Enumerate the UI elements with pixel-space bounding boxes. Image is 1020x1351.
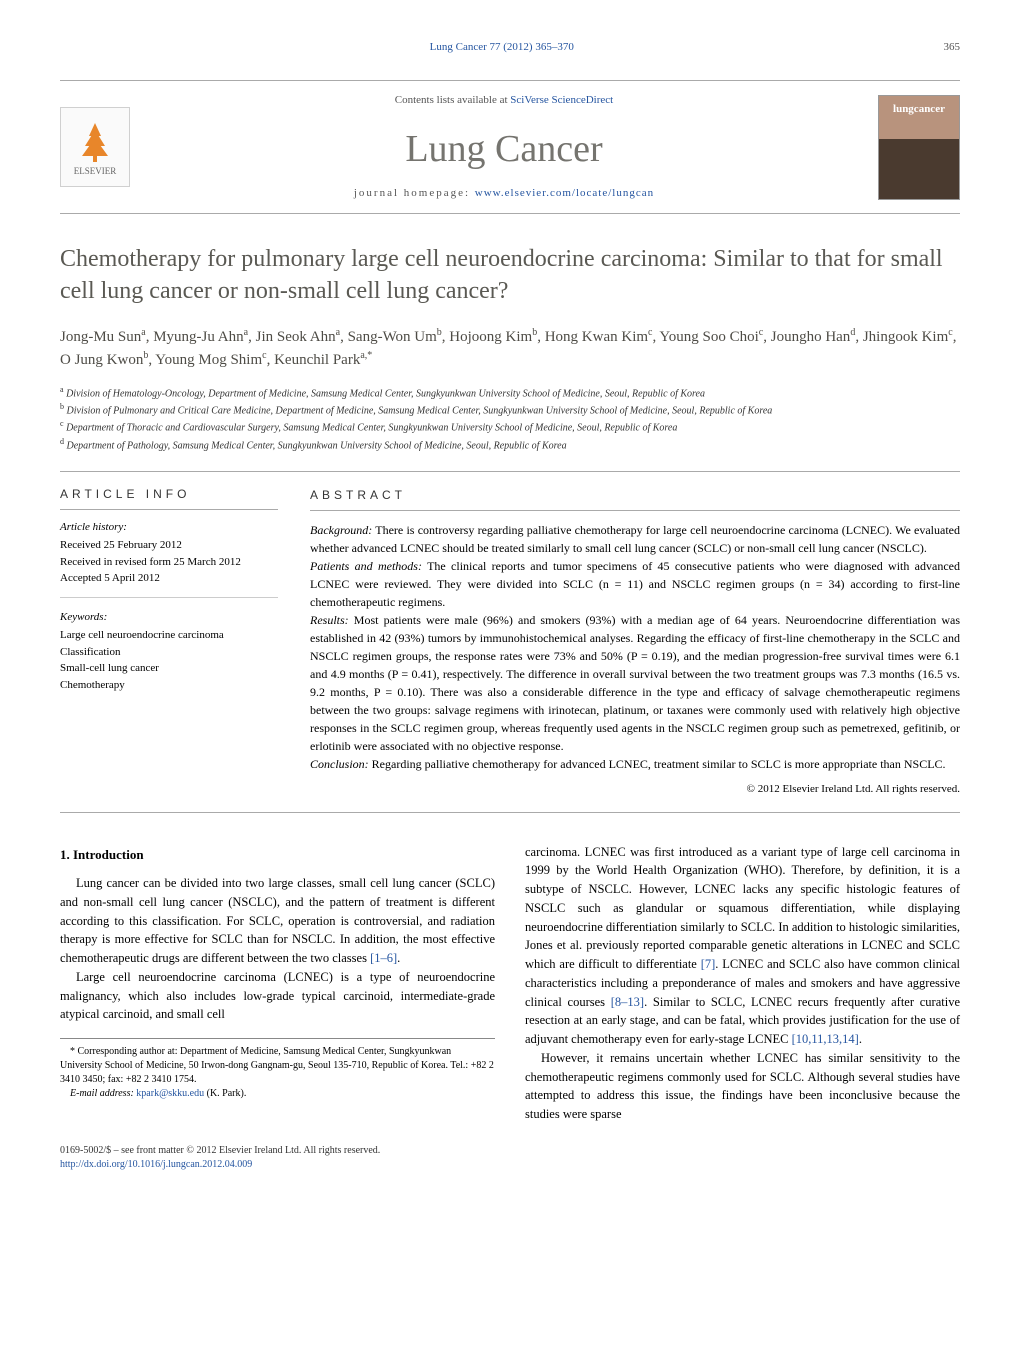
masthead-center: Contents lists available at SciVerse Sci… [130, 93, 878, 201]
keyword-item: Classification [60, 644, 278, 661]
history-line: Accepted 5 April 2012 [60, 570, 278, 587]
abstract-background-text: There is controversy regarding palliativ… [310, 523, 960, 555]
affiliation-line: a Division of Hematology-Oncology, Depar… [60, 384, 960, 401]
affiliations: a Division of Hematology-Oncology, Depar… [60, 384, 960, 453]
page-root: Lung Cancer 77 (2012) 365–370 365 ELSEVI… [0, 0, 1020, 1212]
abstract-conclusion-text: Regarding palliative chemotherapy for ad… [372, 757, 946, 771]
corresponding-email-link[interactable]: kpark@skku.edu [136, 1088, 204, 1099]
author-list: Jong-Mu Suna, Myung-Ju Ahna, Jin Seok Ah… [60, 325, 960, 372]
article-history-label: Article history: [60, 520, 278, 535]
affiliation-line: d Department of Pathology, Samsung Medic… [60, 436, 960, 453]
article-info: article info Article history: Received 2… [60, 472, 290, 812]
abstract-results: Results: Most patients were male (96%) a… [310, 611, 960, 755]
keyword-item: Large cell neuroendocrine carcinoma [60, 627, 278, 644]
abstract-results-text: Most patients were male (96%) and smoker… [310, 613, 960, 753]
body-para-4: However, it remains uncertain whether LC… [525, 1049, 960, 1124]
corresponding-email-line: E-mail address: kpark@skku.edu (K. Park)… [60, 1087, 495, 1101]
email-tail: (K. Park). [204, 1088, 246, 1099]
journal-homepage-link[interactable]: www.elsevier.com/locate/lungcan [475, 187, 654, 199]
running-head-link[interactable]: Lung Cancer 77 (2012) 365–370 [430, 41, 574, 53]
article-history-lines: Received 25 February 2012Received in rev… [60, 537, 278, 598]
history-line: Received in revised form 25 March 2012 [60, 554, 278, 571]
body-columns: 1. Introduction Lung cancer can be divid… [60, 843, 960, 1124]
running-head: Lung Cancer 77 (2012) 365–370 365 [60, 40, 960, 55]
journal-name: Lung Cancer [130, 123, 878, 176]
corresponding-author-footnote: * Corresponding author at: Department of… [60, 1038, 495, 1101]
contents-available-line: Contents lists available at SciVerse Sci… [130, 93, 878, 108]
copyright-line: 0169-5002/$ – see front matter © 2012 El… [60, 1144, 960, 1158]
journal-homepage-line: journal homepage: www.elsevier.com/locat… [130, 186, 878, 201]
publisher-name: ELSEVIER [74, 165, 117, 178]
journal-cover-label: lungcancer [879, 102, 959, 117]
abstract-results-label: Results: [310, 613, 349, 627]
abstract-heading: abstract [310, 486, 960, 511]
keywords-list: Large cell neuroendocrine carcinomaClass… [60, 627, 278, 693]
ref-link-1-6[interactable]: [1–6] [370, 951, 397, 965]
abstract-conclusion-label: Conclusion: [310, 757, 369, 771]
elsevier-tree-icon [75, 118, 115, 163]
body-para-3d: . [859, 1032, 862, 1046]
section-heading-introduction: 1. Introduction [60, 845, 495, 865]
ref-link-10-14[interactable]: [10,11,13,14] [792, 1032, 859, 1046]
article-title: Chemotherapy for pulmonary large cell ne… [60, 244, 960, 306]
abstract-patients-label: Patients and methods: [310, 559, 422, 573]
abstract-conclusion: Conclusion: Regarding palliative chemoth… [310, 755, 960, 773]
homepage-prefix: journal homepage: [354, 187, 475, 199]
ref-link-8-13[interactable]: [8–13] [611, 995, 644, 1009]
history-line: Received 25 February 2012 [60, 537, 278, 554]
corresponding-author-text: * Corresponding author at: Department of… [60, 1045, 495, 1087]
keyword-item: Small-cell lung cancer [60, 660, 278, 677]
affiliation-line: b Division of Pulmonary and Critical Car… [60, 401, 960, 418]
body-para-1-text: Lung cancer can be divided into two larg… [60, 876, 495, 965]
journal-cover-art [879, 139, 959, 199]
page-number: 365 [944, 40, 961, 55]
body-para-1: Lung cancer can be divided into two larg… [60, 874, 495, 968]
abstract-copyright: © 2012 Elsevier Ireland Ltd. All rights … [310, 781, 960, 798]
email-label: E-mail address: [70, 1088, 134, 1099]
footer: 0169-5002/$ – see front matter © 2012 El… [60, 1144, 960, 1172]
body-para-2: Large cell neuroendocrine carcinoma (LCN… [60, 968, 495, 1024]
sciencedirect-link[interactable]: SciVerse ScienceDirect [510, 94, 613, 106]
abstract: abstract Background: There is controvers… [290, 472, 960, 812]
doi-link[interactable]: http://dx.doi.org/10.1016/j.lungcan.2012… [60, 1159, 252, 1170]
article-info-heading: article info [60, 486, 278, 510]
keywords-label: Keywords: [60, 610, 278, 625]
info-abstract-row: article info Article history: Received 2… [60, 471, 960, 813]
contents-prefix: Contents lists available at [395, 94, 510, 106]
abstract-background: Background: There is controversy regardi… [310, 521, 960, 557]
keyword-item: Chemotherapy [60, 677, 278, 694]
journal-cover-thumbnail: lungcancer [878, 95, 960, 200]
affiliation-line: c Department of Thoracic and Cardiovascu… [60, 418, 960, 435]
masthead: ELSEVIER Contents lists available at Sci… [60, 80, 960, 214]
body-para-1-tail: . [397, 951, 400, 965]
ref-link-7[interactable]: [7] [701, 957, 716, 971]
abstract-background-label: Background: [310, 523, 372, 537]
body-para-3: carcinoma. LCNEC was first introduced as… [525, 843, 960, 1049]
abstract-patients: Patients and methods: The clinical repor… [310, 557, 960, 611]
publisher-logo: ELSEVIER [60, 107, 130, 187]
body-para-3a: carcinoma. LCNEC was first introduced as… [525, 845, 960, 972]
